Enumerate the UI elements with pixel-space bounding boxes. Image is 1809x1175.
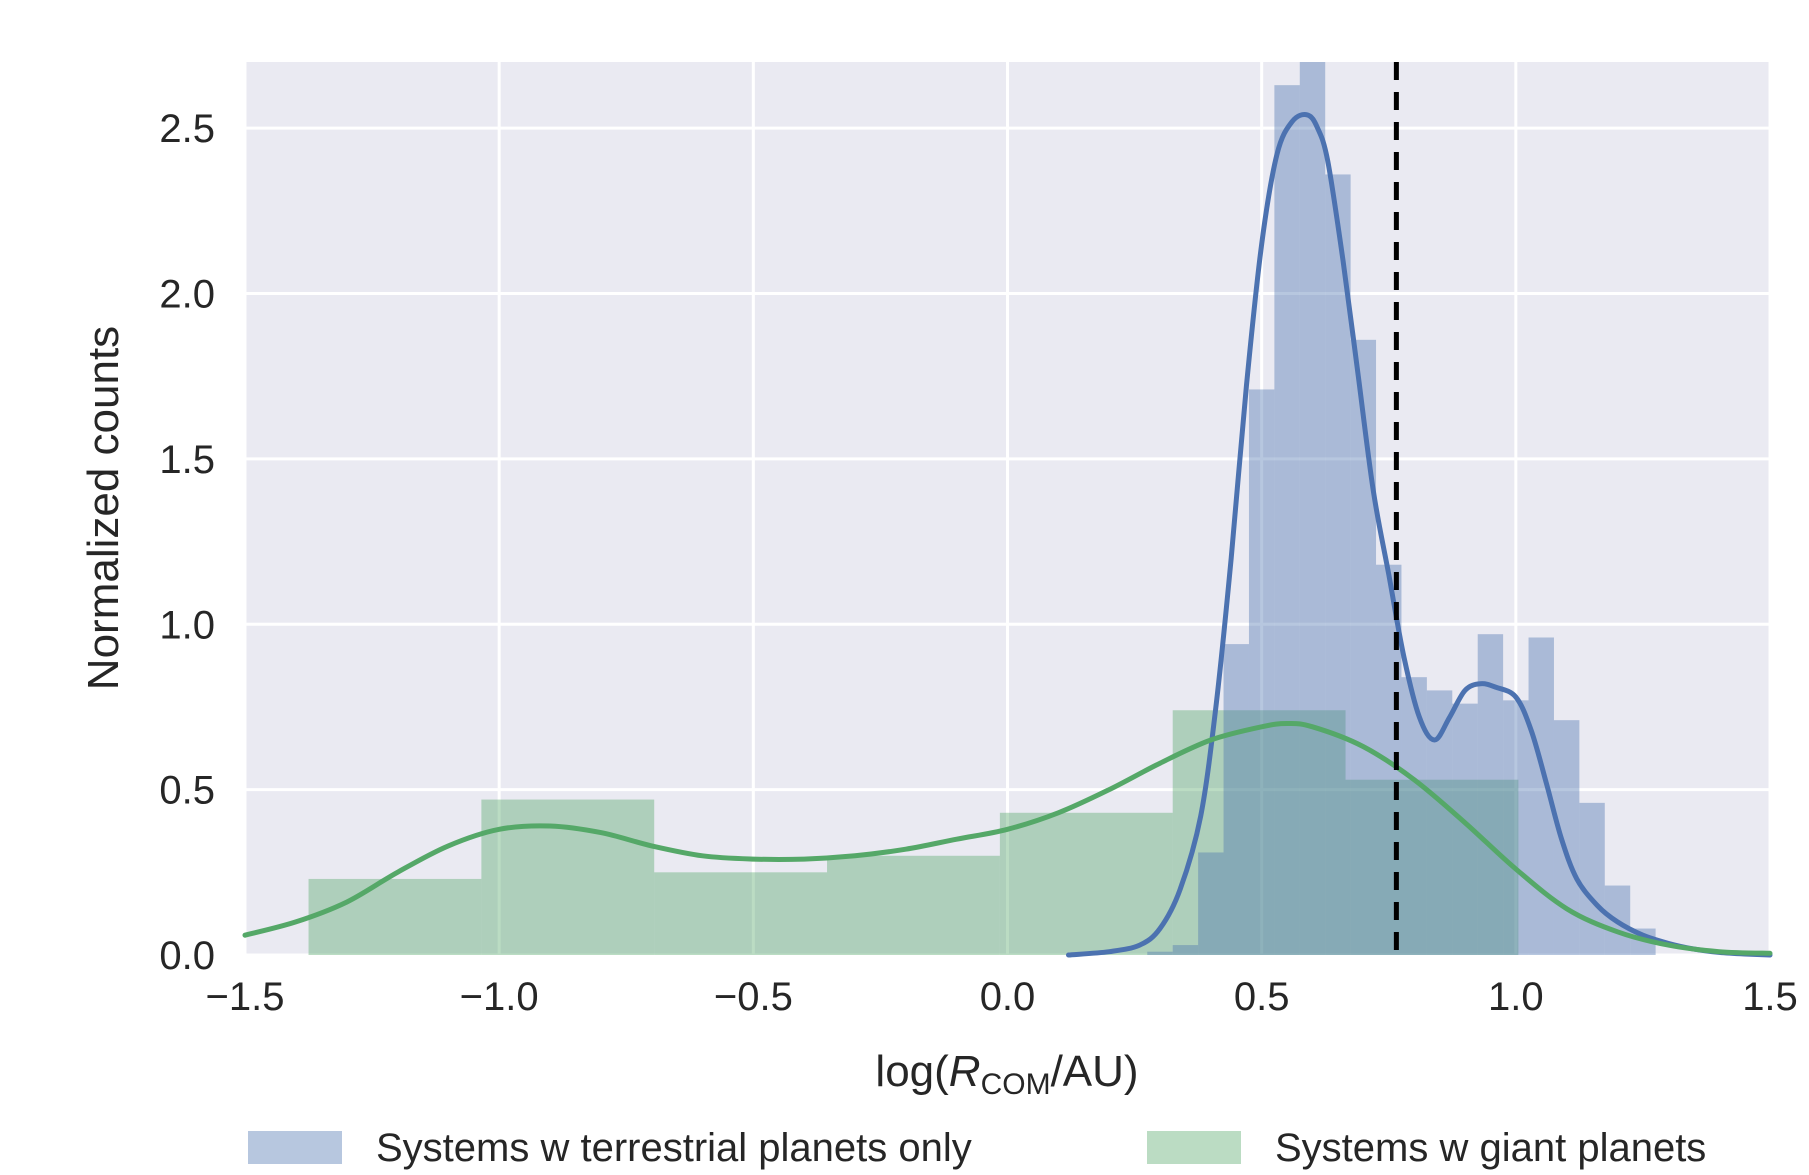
kde-curves — [242, 112, 1773, 958]
bar-series0-8 — [1350, 339, 1377, 955]
bar-series0-16 — [1553, 720, 1580, 955]
bar-series1-6 — [1345, 779, 1519, 955]
x-axis-label-var: R — [949, 1047, 981, 1096]
y-tick-label-4: 2.0 — [159, 273, 215, 317]
grid — [243, 62, 1772, 957]
bar-series0-11 — [1426, 690, 1453, 955]
legend: Systems w terrestrial planets only Syste… — [248, 1126, 1706, 1170]
kde-line-series-0 — [1066, 112, 1773, 958]
bar-series1-2 — [654, 872, 828, 955]
bar-series0-4 — [1248, 389, 1275, 955]
x-tick-label-5: 1.0 — [1488, 975, 1544, 1019]
histogram-series-1 — [308, 710, 1519, 955]
bar-series1-0 — [308, 878, 482, 955]
bar-series0-17 — [1579, 802, 1605, 955]
x-axis-label-suffix: /AU) — [1051, 1047, 1139, 1096]
x-tick-label-6: 1.5 — [1742, 975, 1798, 1019]
y-tick-label-3: 1.5 — [159, 438, 215, 482]
kde-line-series-1 — [242, 720, 1773, 956]
x-axis-label-prefix: log( — [875, 1047, 949, 1096]
bar-series0-3 — [1223, 644, 1249, 955]
y-tick-label-5: 2.5 — [159, 107, 215, 151]
bar-series0-2 — [1198, 852, 1224, 955]
legend-swatch-terrestrial — [248, 1131, 342, 1164]
bar-series0-6 — [1299, 62, 1326, 955]
y-tick-label-2: 1.0 — [159, 603, 215, 647]
bar-series0-5 — [1274, 85, 1300, 955]
y-axis-label: Normalized counts — [79, 326, 128, 690]
bar-series1-3 — [827, 855, 1000, 955]
y-tick-label-0: 0.0 — [159, 934, 215, 978]
bar-series0-14 — [1503, 700, 1529, 955]
legend-label-terrestrial: Systems w terrestrial planets only — [376, 1126, 972, 1170]
bar-series1-1 — [481, 799, 655, 955]
x-tick-label-4: 0.5 — [1234, 975, 1290, 1019]
x-tick-label-3: 0.0 — [980, 975, 1036, 1019]
bar-series1-5 — [1172, 710, 1346, 955]
bar-series0-0 — [1147, 951, 1173, 955]
x-axis-label: log(RCOM/AU) — [875, 1047, 1138, 1101]
bar-series0-10 — [1401, 677, 1427, 955]
y-tick-labels: 0.0 0.5 1.0 1.5 2.0 2.5 — [159, 107, 215, 978]
legend-swatch-giant — [1147, 1131, 1241, 1164]
x-tick-label-2: −0.5 — [714, 975, 793, 1019]
x-tick-labels: −1.5 −1.0 −0.5 0.0 0.5 1.0 1.5 — [206, 975, 1798, 1019]
legend-label-giant: Systems w giant planets — [1275, 1126, 1706, 1170]
x-tick-label-1: −1.0 — [460, 975, 539, 1019]
x-axis-label-sub: COM — [981, 1068, 1051, 1101]
x-tick-label-0: −1.5 — [206, 975, 285, 1019]
y-tick-label-1: 0.5 — [159, 769, 215, 813]
bar-series1-4 — [999, 812, 1173, 955]
bar-series0-1 — [1172, 945, 1199, 955]
